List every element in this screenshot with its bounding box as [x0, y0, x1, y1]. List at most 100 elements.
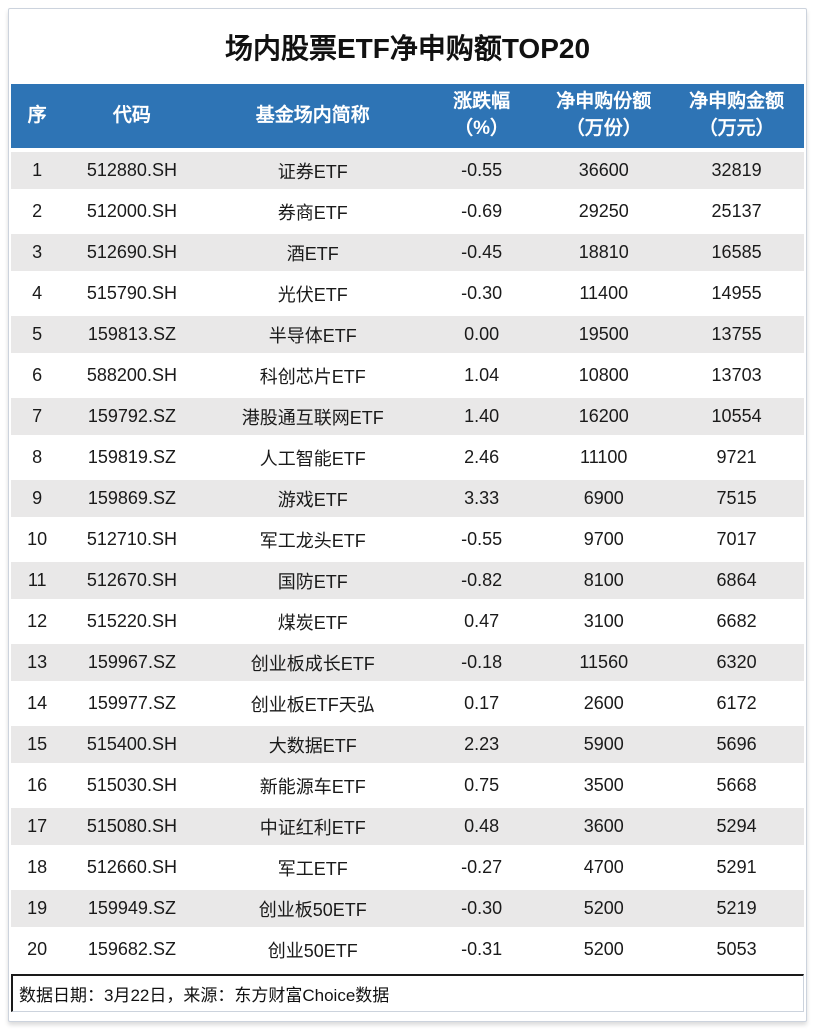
cell-code: 159967.SZ	[63, 640, 201, 681]
cell-name: 人工智能ETF	[200, 435, 425, 476]
cell-name: 中证红利ETF	[200, 804, 425, 845]
table-row: 15 515400.SH 大数据ETF 2.23 5900 5696	[11, 722, 804, 763]
cell-rank: 13	[11, 640, 64, 681]
cell-rank: 18	[11, 845, 64, 886]
table-row: 14 159977.SZ 创业板ETF天弘 0.17 2600 6172	[11, 681, 804, 722]
cell-net-shares: 5200	[538, 927, 670, 968]
cell-net-amount: 9721	[669, 435, 804, 476]
table-row: 7 159792.SZ 港股通互联网ETF 1.40 16200 10554	[11, 394, 804, 435]
cell-net-amount: 14955	[669, 271, 804, 312]
cell-code: 515400.SH	[63, 722, 201, 763]
cell-name: 煤炭ETF	[200, 599, 425, 640]
cell-name: 创业板ETF天弘	[200, 681, 425, 722]
cell-change: 0.00	[424, 312, 539, 353]
cell-net-amount: 5294	[669, 804, 804, 845]
cell-change: -0.27	[424, 845, 539, 886]
cell-rank: 6	[11, 353, 64, 394]
cell-name: 券商ETF	[200, 189, 425, 230]
cell-net-amount: 5053	[669, 927, 804, 968]
cell-rank: 5	[11, 312, 64, 353]
cell-net-shares: 18810	[538, 230, 670, 271]
cell-net-shares: 19500	[538, 312, 670, 353]
column-header-unit: （万元）	[698, 118, 775, 139]
cell-rank: 7	[11, 394, 64, 435]
cell-change: 0.47	[424, 599, 539, 640]
cell-rank: 12	[11, 599, 64, 640]
cell-code: 515030.SH	[63, 763, 201, 804]
cell-change: -0.69	[424, 189, 539, 230]
cell-rank: 9	[11, 476, 64, 517]
cell-net-shares: 3600	[538, 804, 670, 845]
cell-rank: 3	[11, 230, 64, 271]
cell-rank: 19	[11, 886, 64, 927]
cell-net-shares: 8100	[538, 558, 670, 599]
cell-net-shares: 11100	[538, 435, 670, 476]
table-row: 4 515790.SH 光伏ETF -0.30 11400 14955	[11, 271, 804, 312]
cell-net-shares: 9700	[538, 517, 670, 558]
cell-net-amount: 16585	[669, 230, 804, 271]
column-header-label: 净申购金额	[689, 91, 785, 113]
column-header-change: 涨跌幅 （%）	[424, 84, 539, 148]
cell-net-shares: 4700	[538, 845, 670, 886]
cell-net-amount: 7017	[669, 517, 804, 558]
cell-code: 515790.SH	[63, 271, 201, 312]
etf-table: 序 代码 基金场内简称 涨跌幅 （%） 净申购份额 （万份）	[11, 84, 804, 968]
cell-net-shares: 3100	[538, 599, 670, 640]
column-header-unit: （万份）	[565, 118, 642, 139]
cell-change: 0.17	[424, 681, 539, 722]
table-row: 20 159682.SZ 创业50ETF -0.31 5200 5053	[11, 927, 804, 968]
cell-net-shares: 11400	[538, 271, 670, 312]
cell-net-amount: 6864	[669, 558, 804, 599]
cell-net-shares: 16200	[538, 394, 670, 435]
cell-name: 国防ETF	[200, 558, 425, 599]
cell-net-shares: 10800	[538, 353, 670, 394]
etf-table-card: 场内股票ETF净申购额TOP20 序 代码 基金场内简称	[8, 8, 807, 1022]
cell-rank: 17	[11, 804, 64, 845]
column-header-label: 涨跌幅	[453, 91, 511, 113]
cell-name: 军工ETF	[200, 845, 425, 886]
cell-rank: 1	[11, 148, 64, 189]
cell-change: 2.46	[424, 435, 539, 476]
cell-name: 新能源车ETF	[200, 763, 425, 804]
cell-net-amount: 13703	[669, 353, 804, 394]
table-row: 12 515220.SH 煤炭ETF 0.47 3100 6682	[11, 599, 804, 640]
cell-net-amount: 6172	[669, 681, 804, 722]
cell-name: 创业板50ETF	[200, 886, 425, 927]
table-row: 3 512690.SH 酒ETF -0.45 18810 16585	[11, 230, 804, 271]
table-body: 1 512880.SH 证券ETF -0.55 36600 32819 2 512000.SH…	[11, 148, 804, 968]
table-row: 17 515080.SH 中证红利ETF 0.48 3600 5294	[11, 804, 804, 845]
page-title: 场内股票ETF净申购额TOP20	[224, 32, 591, 64]
cell-code: 159949.SZ	[63, 886, 201, 927]
cell-name: 光伏ETF	[200, 271, 425, 312]
cell-code: 159977.SZ	[63, 681, 201, 722]
cell-change: -0.55	[424, 517, 539, 558]
table-row: 11 512670.SH 国防ETF -0.82 8100 6864	[11, 558, 804, 599]
cell-change: -0.55	[424, 148, 539, 189]
cell-change: -0.45	[424, 230, 539, 271]
column-header-net-amount: 净申购金额 （万元）	[669, 84, 804, 148]
cell-net-amount: 5668	[669, 763, 804, 804]
cell-rank: 4	[11, 271, 64, 312]
cell-rank: 16	[11, 763, 64, 804]
cell-change: 3.33	[424, 476, 539, 517]
cell-net-amount: 6682	[669, 599, 804, 640]
data-source-note: 数据日期：3月22日，来源：东方财富Choice数据	[11, 974, 804, 1012]
cell-net-amount: 25137	[669, 189, 804, 230]
cell-code: 512690.SH	[63, 230, 201, 271]
cell-net-shares: 11560	[538, 640, 670, 681]
cell-name: 港股通互联网ETF	[200, 394, 425, 435]
column-header-name: 基金场内简称	[200, 84, 425, 148]
cell-change: 1.40	[424, 394, 539, 435]
cell-net-amount: 5291	[669, 845, 804, 886]
cell-net-amount: 10554	[669, 394, 804, 435]
cell-code: 515220.SH	[63, 599, 201, 640]
table-row: 16 515030.SH 新能源车ETF 0.75 3500 5668	[11, 763, 804, 804]
cell-code: 159792.SZ	[63, 394, 201, 435]
table-row: 1 512880.SH 证券ETF -0.55 36600 32819	[11, 148, 804, 189]
cell-code: 588200.SH	[63, 353, 201, 394]
cell-code: 159869.SZ	[63, 476, 201, 517]
cell-change: -0.30	[424, 271, 539, 312]
cell-rank: 10	[11, 517, 64, 558]
column-header-unit: （%）	[454, 118, 510, 139]
cell-rank: 11	[11, 558, 64, 599]
